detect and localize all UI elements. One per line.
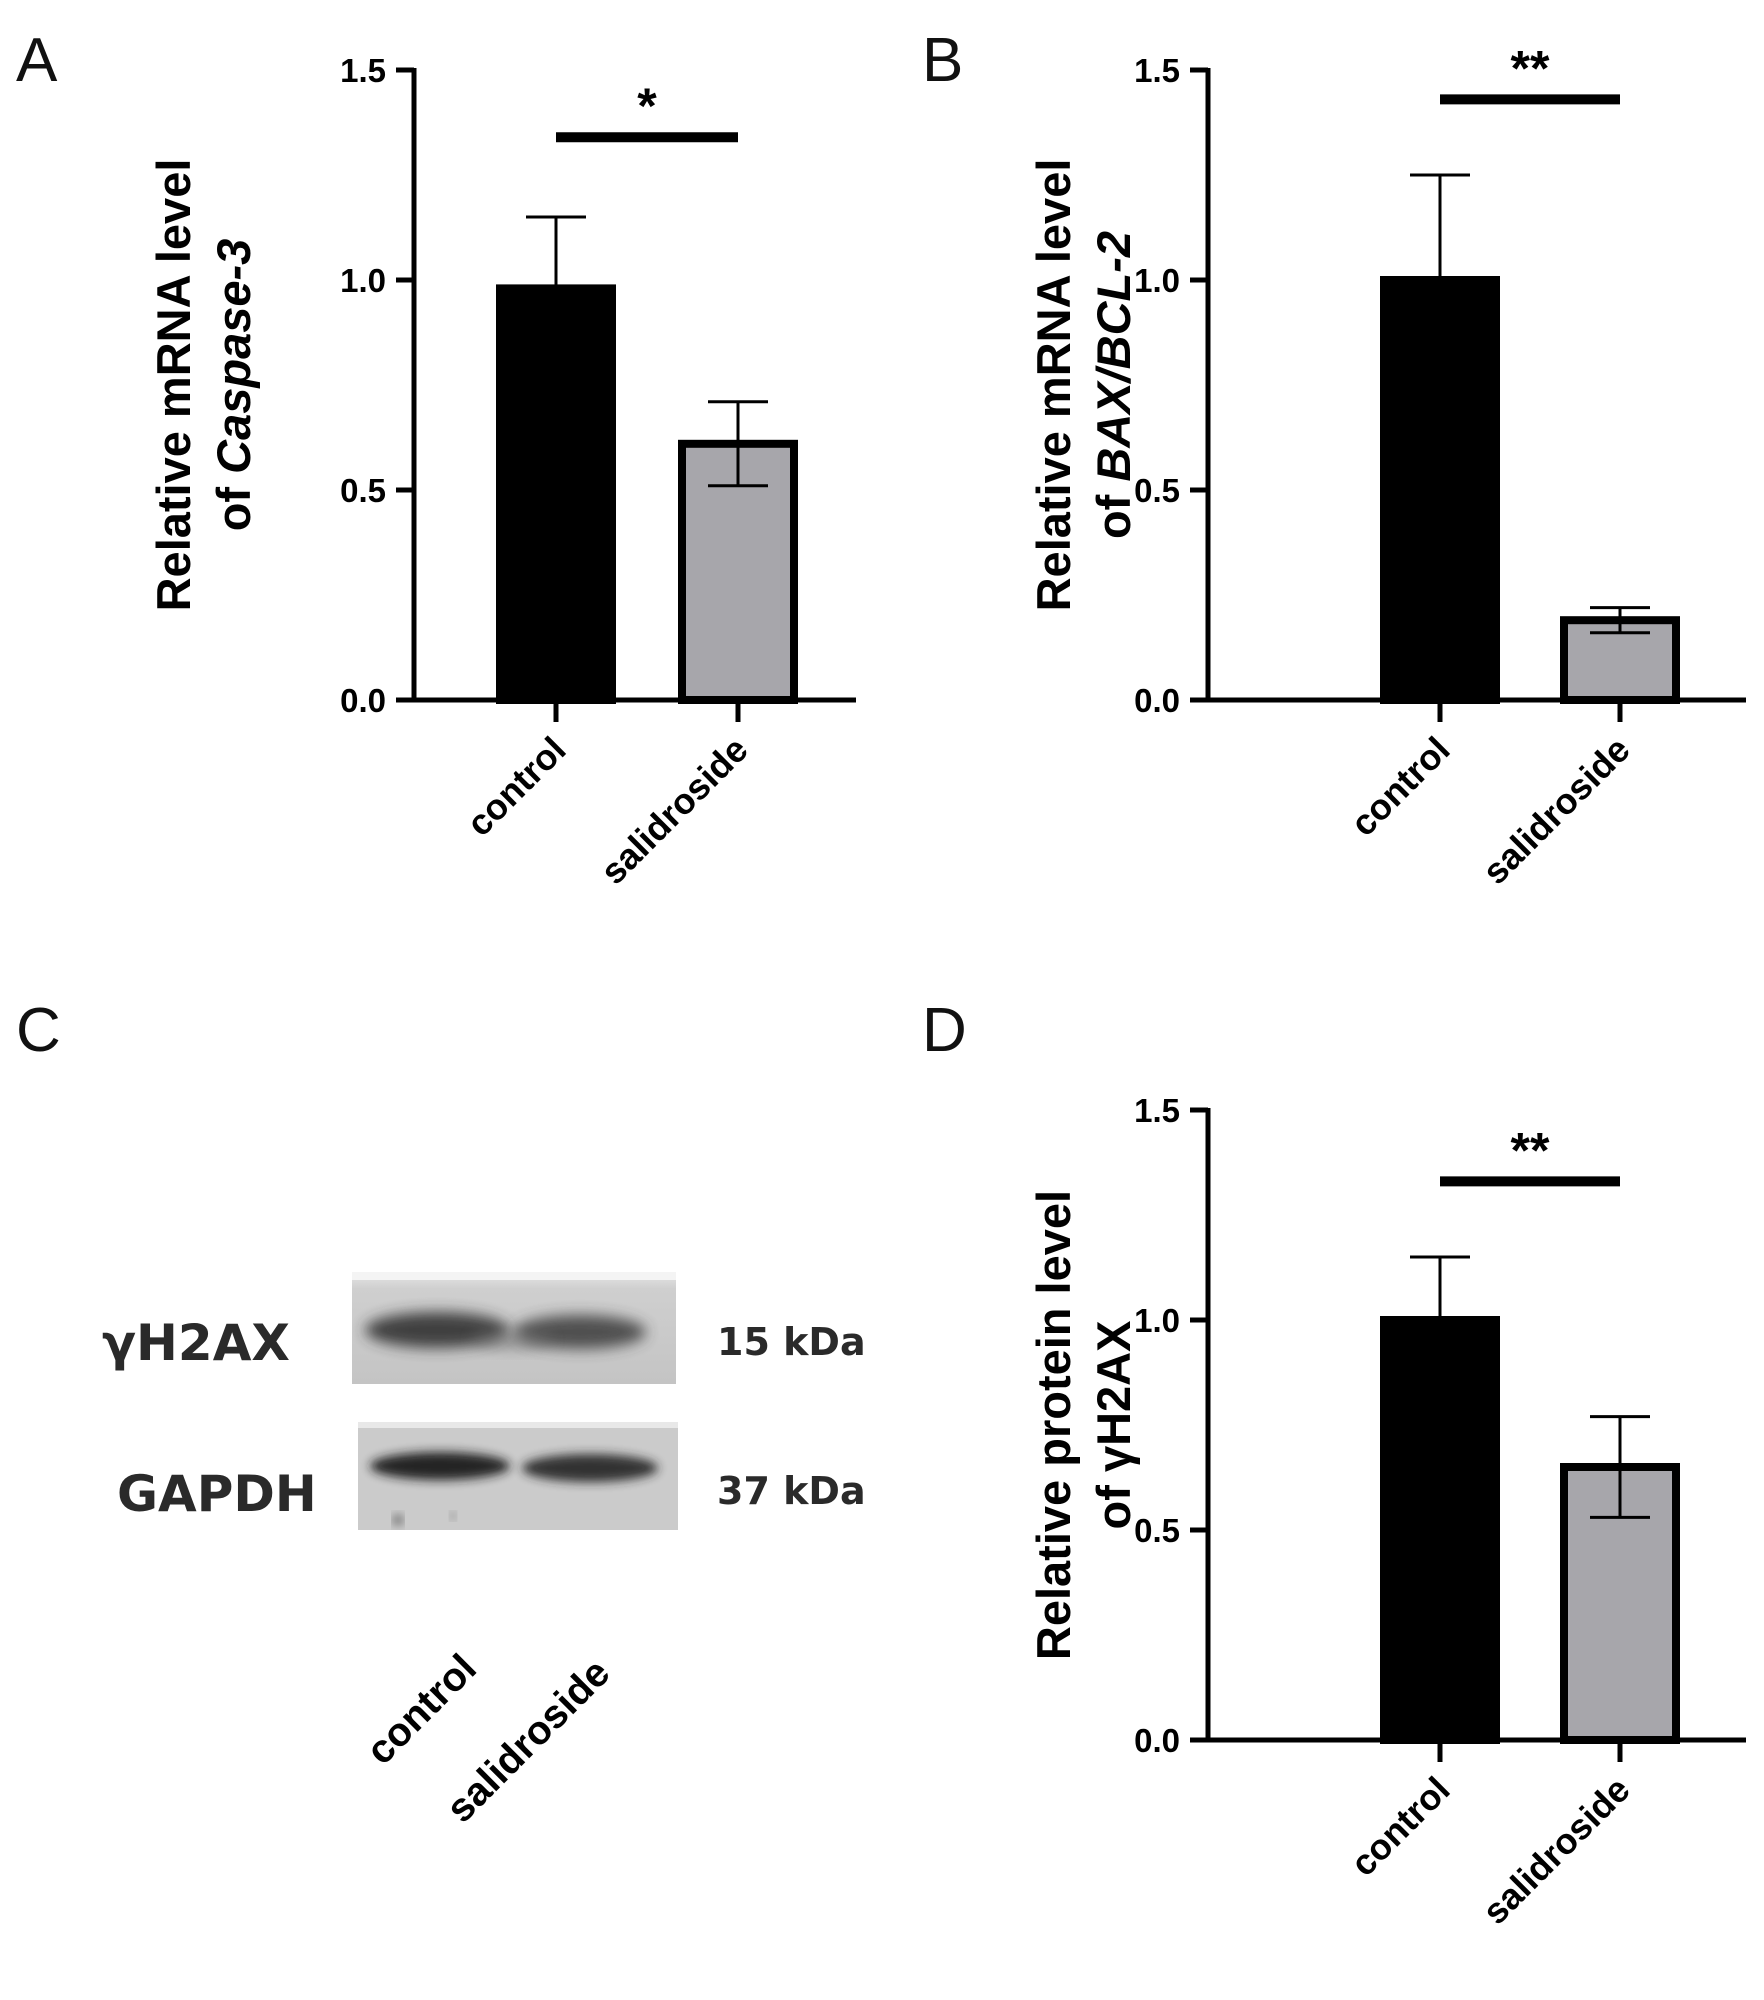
- x-tick-label-b-control: control: [1342, 729, 1457, 844]
- y-tick-label-a-3: 1.5: [340, 52, 386, 89]
- panel-label-a: A: [16, 26, 58, 95]
- y-axis-label-gene-b: BAX/BCL-2: [1087, 231, 1140, 482]
- y-axis-label-d: Relative protein level of γH2AX: [1027, 1190, 1140, 1660]
- y-tick-label-d-2: 1.0: [1134, 1302, 1180, 1339]
- y-axis-label-line2-a: of Caspase-3: [207, 239, 260, 532]
- panel-label-d: D: [922, 996, 967, 1065]
- panel-label-c: C: [16, 996, 61, 1065]
- y-tick-label-b-3: 1.5: [1134, 52, 1180, 89]
- x-tick-label-a-salidroside: salidroside: [592, 729, 755, 892]
- blot-size-gamma-h2ax: 15 kDa: [717, 1323, 866, 1361]
- y-axis-label-b: Relative mRNA level of BAX/BCL-2: [1027, 159, 1140, 612]
- blot-lane-label-control: control: [358, 1646, 485, 1774]
- x-tick-label-d-salidroside: salidroside: [1474, 1769, 1637, 1932]
- y-tick-label-b-1: 0.5: [1134, 472, 1180, 509]
- y-axis-label-a: Relative mRNA level of Caspase-3: [147, 159, 260, 612]
- y-tick-label-a-0: 0.0: [340, 682, 386, 719]
- significance-label-a: *: [637, 78, 657, 134]
- chart-caspase3: 0.0 0.5 1.0 1.5 control salidroside * Relative …: [147, 52, 856, 892]
- y-axis-label-line2-prefix-b: of: [1087, 482, 1140, 539]
- y-axis-label-line2-b: of BAX/BCL-2: [1087, 231, 1140, 539]
- y-tick-label-d-0: 0.0: [1134, 1722, 1180, 1759]
- bar-b-control: [1380, 276, 1500, 704]
- blot-strip-gamma-h2ax: [352, 1272, 676, 1384]
- y-tick-label-d-3: 1.5: [1134, 1092, 1180, 1129]
- blot-strip-gapdh: [358, 1422, 678, 1530]
- chart-bax-bcl2: 0.0 0.5 1.0 1.5 control salidroside ** Relative…: [1027, 40, 1746, 892]
- y-axis-label-line1-a: Relative mRNA level: [147, 159, 200, 612]
- blot-size-gapdh: 37 kDa: [717, 1472, 866, 1510]
- blot-size-unit-gapdh: kDa: [783, 1469, 866, 1513]
- y-tick-label-d-1: 0.5: [1134, 1512, 1180, 1549]
- blot-row-label-gamma-h2ax: γH2AX: [102, 1314, 290, 1372]
- x-tick-label-a-control: control: [458, 729, 573, 844]
- y-tick-label-a-2: 1.0: [340, 262, 386, 299]
- y-axis-label-line2-prefix-d: of γH2AX: [1087, 1321, 1140, 1530]
- x-tick-label-d-control: control: [1342, 1769, 1457, 1884]
- blot-size-num-gapdh: 37: [717, 1469, 770, 1513]
- y-axis-label-line2-prefix-a: of: [207, 474, 260, 531]
- chart-gamma-h2ax: 0.0 0.5 1.0 1.5 control salidroside ** Relative…: [1027, 1092, 1746, 1932]
- x-tick-label-b-salidroside: salidroside: [1474, 729, 1637, 892]
- y-axis-label-line2-d: of γH2AX: [1087, 1321, 1140, 1530]
- y-axis-label-line1-b: Relative mRNA level: [1027, 159, 1080, 612]
- blot-size-num-gamma-h2ax: 15: [717, 1320, 770, 1364]
- western-blot-panel: γH2AX GAPDH 15 kDa 37 kDa: [0, 1000, 900, 1860]
- blot-size-unit-gamma-h2ax: kDa: [783, 1320, 866, 1364]
- y-tick-label-b-2: 1.0: [1134, 262, 1180, 299]
- blot-row-label-gapdh: GAPDH: [117, 1465, 317, 1523]
- bar-d-control: [1380, 1316, 1500, 1744]
- y-tick-label-a-1: 0.5: [340, 472, 386, 509]
- y-tick-label-b-0: 0.0: [1134, 682, 1180, 719]
- y-axis-label-gene-a: Caspase-3: [207, 239, 260, 474]
- significance-label-b: **: [1511, 40, 1550, 96]
- panel-label-b: B: [922, 26, 964, 95]
- y-axis-label-line1-d: Relative protein level: [1027, 1190, 1080, 1660]
- significance-label-d: **: [1511, 1122, 1550, 1178]
- bar-a-control: [496, 284, 616, 704]
